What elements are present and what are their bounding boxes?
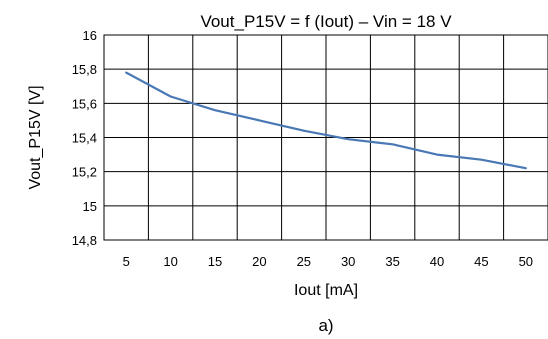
y-tick-label: 16	[83, 28, 97, 43]
y-tick-label: 15,8	[72, 62, 97, 77]
x-axis-label: Iout [mA]	[294, 282, 358, 299]
x-tick-label: 30	[341, 254, 355, 269]
y-tick-label: 15,2	[72, 165, 97, 180]
figure-caption: a)	[318, 316, 333, 335]
grid	[104, 34, 548, 241]
x-tick-label: 10	[163, 254, 177, 269]
x-tick-label: 15	[208, 254, 222, 269]
chart-title: Vout_P15V = f (Iout) – Vin = 18 V	[200, 12, 452, 31]
y-tick-label: 15	[83, 199, 97, 214]
y-axis-ticks: 14,8 15 15,2 15,4 15,6 15,8 16	[72, 28, 97, 248]
x-tick-label: 40	[430, 254, 444, 269]
plot-frame	[103, 34, 548, 241]
x-tick-label: 20	[252, 254, 266, 269]
x-tick-label: 35	[385, 254, 399, 269]
series-layer	[125, 71, 527, 170]
x-tick-label: 5	[123, 254, 130, 269]
y-tick-label: 15,4	[72, 131, 97, 146]
x-tick-label: 50	[519, 254, 533, 269]
series-line	[125, 71, 527, 170]
y-tick-label: 15,6	[72, 96, 97, 111]
x-tick-label: 45	[474, 254, 488, 269]
x-tick-label: 25	[297, 254, 311, 269]
y-axis-label: Vout_P15V [V]	[27, 85, 44, 189]
y-tick-label: 14,8	[72, 233, 97, 248]
x-axis-ticks: 5 10 15 20 25 30 35 40 45 50	[123, 254, 533, 269]
